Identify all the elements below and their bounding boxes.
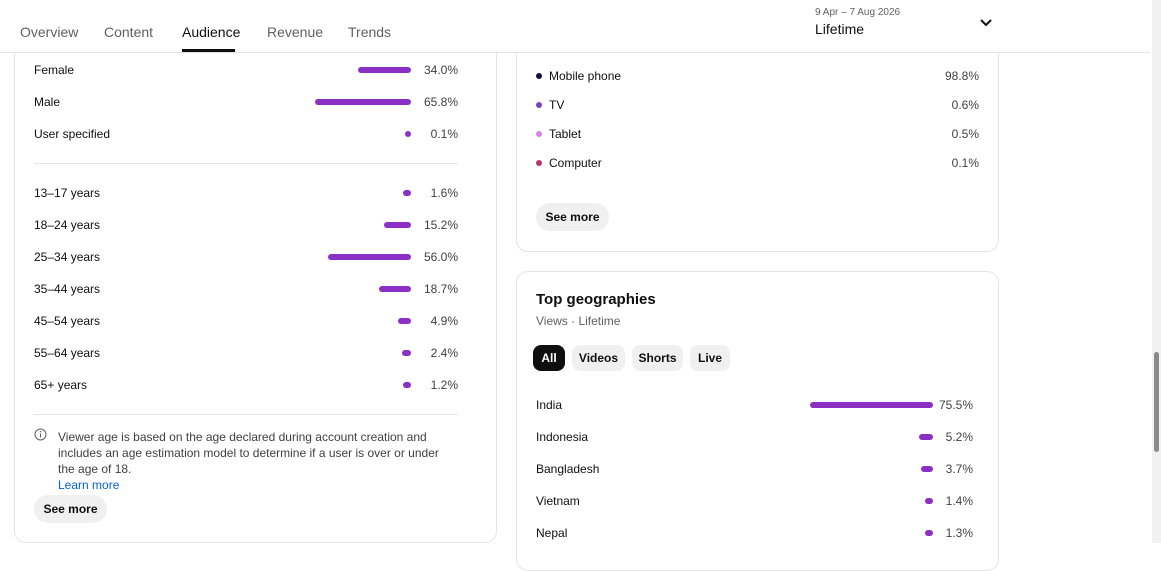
- tab[interactable]: Audience: [182, 24, 241, 40]
- filter-chip[interactable]: Videos: [572, 345, 625, 371]
- row-value: 34.0%: [423, 63, 458, 77]
- row-value: 3.7%: [945, 462, 973, 476]
- tab-underline: [182, 49, 235, 52]
- row-value: 1.4%: [945, 494, 973, 508]
- tab[interactable]: Overview: [20, 24, 79, 40]
- row-label: 45–54 years: [34, 314, 101, 328]
- section-subtitle: Views · Lifetime: [536, 314, 621, 328]
- geographies-card: [516, 271, 999, 571]
- dropdown-icon[interactable]: [979, 16, 993, 30]
- device-label: TV: [549, 98, 565, 112]
- tab[interactable]: Content: [104, 24, 154, 40]
- tab[interactable]: Trends: [348, 24, 392, 40]
- see-more-button[interactable]: See more: [536, 203, 609, 231]
- bar: [924, 530, 933, 536]
- row-label: India: [536, 398, 563, 412]
- row-value: 15.2%: [423, 218, 458, 232]
- bar: [379, 286, 411, 292]
- row-label: Nepal: [536, 526, 568, 540]
- section-title: Top geographies: [536, 291, 656, 308]
- row-label: Bangladesh: [536, 462, 600, 476]
- bar: [921, 466, 933, 472]
- see-more-button[interactable]: See more: [34, 495, 107, 523]
- row-label: 13–17 years: [34, 186, 101, 200]
- legend-dot: [536, 160, 542, 166]
- bar: [403, 382, 411, 388]
- device-label: Tablet: [549, 127, 582, 141]
- divider: [34, 163, 458, 164]
- bar: [402, 190, 411, 196]
- row-value: 75.5%: [938, 398, 973, 412]
- bar: [398, 318, 411, 324]
- bar: [404, 131, 411, 137]
- row-value: 65.8%: [423, 95, 458, 109]
- bar: [384, 222, 411, 228]
- row-value: 1.3%: [945, 526, 973, 540]
- tab[interactable]: Revenue: [267, 24, 324, 40]
- divider: [34, 414, 458, 415]
- scrollbar[interactable]: [1152, 0, 1161, 543]
- age-note: Viewer age is based on the age declared …: [58, 429, 450, 493]
- row-label: Vietnam: [536, 494, 580, 508]
- filter-chip[interactable]: Shorts: [632, 345, 683, 371]
- row-label: 55–64 years: [34, 346, 101, 360]
- bar: [401, 350, 411, 356]
- row-label: Male: [34, 95, 61, 109]
- filter-chip[interactable]: All: [533, 345, 565, 371]
- bar: [328, 254, 411, 260]
- device-label: Computer: [549, 156, 602, 170]
- device-value: 98.8%: [944, 69, 979, 83]
- row-label: Female: [34, 63, 75, 77]
- legend-dot: [536, 131, 542, 137]
- device-value: 0.6%: [951, 98, 979, 112]
- row-label: User specified: [34, 127, 111, 141]
- row-value: 2.4%: [430, 346, 458, 360]
- row-label: 35–44 years: [34, 282, 101, 296]
- row-value: 4.9%: [430, 314, 458, 328]
- row-label: 65+ years: [34, 378, 88, 392]
- device-value: 0.5%: [951, 127, 979, 141]
- device-value: 0.1%: [951, 156, 979, 170]
- date-range: 9 Apr – 7 Aug 2026: [815, 7, 901, 18]
- gender-age-card: [14, 0, 497, 543]
- row-label: 18–24 years: [34, 218, 101, 232]
- header: [0, 0, 1150, 53]
- period[interactable]: Lifetime: [815, 21, 865, 37]
- row-value: 1.6%: [430, 186, 458, 200]
- row-label: Indonesia: [536, 430, 589, 444]
- row-value: 18.7%: [423, 282, 458, 296]
- bar: [358, 67, 411, 73]
- row-value: 56.0%: [423, 250, 458, 264]
- legend-dot: [536, 73, 542, 79]
- legend-dot: [536, 102, 542, 108]
- row-value: 1.2%: [430, 378, 458, 392]
- bar: [918, 434, 933, 440]
- row-value: 5.2%: [945, 430, 973, 444]
- note-text: Viewer age is based on the age declared …: [58, 430, 439, 476]
- row-label: 25–34 years: [34, 250, 101, 264]
- learn-more-link[interactable]: Learn more: [58, 478, 120, 492]
- info-icon: [34, 428, 47, 441]
- row-value: 0.1%: [430, 127, 458, 141]
- device-label: Mobile phone: [549, 69, 622, 83]
- bar: [809, 402, 933, 408]
- bar: [314, 99, 411, 105]
- filter-chip[interactable]: Live: [690, 345, 730, 371]
- bar: [924, 498, 933, 504]
